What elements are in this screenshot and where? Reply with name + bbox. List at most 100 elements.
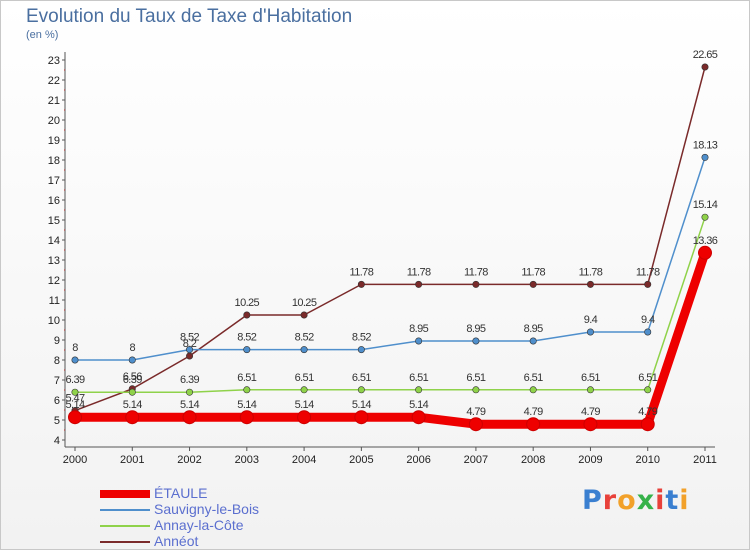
data-label: 5.14: [295, 399, 314, 411]
x-tick-label: 2006: [406, 454, 430, 466]
series-line: [74, 156, 706, 361]
legend-swatch: [100, 509, 150, 511]
data-label: 6.39: [180, 374, 199, 386]
data-label: 6.51: [638, 372, 657, 384]
data-point: [586, 386, 594, 394]
x-tick-label: 2011: [693, 454, 717, 466]
y-tick-label: 10: [48, 315, 60, 327]
y-tick-label: 14: [48, 235, 60, 247]
logo-letter: i: [655, 485, 666, 516]
legend-swatch: [100, 541, 150, 543]
data-point: [472, 337, 480, 345]
y-tick-label: 22: [48, 75, 60, 87]
y-tick-label: 17: [48, 175, 60, 187]
y-tick-label: 4: [54, 435, 60, 447]
data-point: [468, 417, 483, 432]
x-tick-label: 2008: [521, 454, 545, 466]
x-tick-label: 2001: [120, 454, 144, 466]
x-tick-label: 2009: [578, 454, 602, 466]
y-tick-label: 20: [48, 115, 60, 127]
data-label: 11.78: [350, 266, 374, 278]
y-tick-label: 15: [48, 215, 60, 227]
data-point: [300, 346, 308, 354]
data-point: [239, 410, 254, 425]
data-label: 8.95: [466, 323, 485, 335]
series-line: [74, 66, 706, 412]
y-tick-label: 12: [48, 275, 60, 287]
data-point: [415, 337, 423, 345]
data-label: 22.65: [693, 49, 718, 61]
data-label: 8.2: [183, 338, 197, 350]
proxiti-logo: Proxiti: [582, 485, 690, 516]
data-point: [586, 328, 594, 336]
data-label: 6.51: [352, 372, 371, 384]
chart-unit: (en %): [26, 29, 59, 41]
y-tick-label: 6: [54, 395, 60, 407]
data-label: 11.78: [464, 266, 488, 278]
data-label: 4.79: [466, 406, 485, 418]
data-label: 6.56: [123, 371, 142, 383]
x-tick-label: 2003: [235, 454, 259, 466]
y-tick-label: 5: [54, 415, 60, 427]
y-tick-label: 16: [48, 195, 60, 207]
data-label: 5.14: [180, 399, 199, 411]
data-label: 11.78: [521, 266, 545, 278]
data-label: 5.14: [352, 399, 371, 411]
x-tick-label: 2004: [292, 454, 316, 466]
data-label: 8: [72, 342, 78, 354]
data-point: [186, 352, 194, 360]
series-line: [74, 216, 706, 393]
data-label: 4.79: [638, 406, 657, 418]
data-point: [68, 410, 82, 425]
logo-letter: r: [602, 485, 618, 516]
data-point: [644, 328, 652, 336]
data-label: 9.4: [584, 314, 598, 326]
logo-letter: i: [679, 485, 690, 516]
chart-title: Evolution du Taux de Taxe d'Habitation: [26, 6, 353, 27]
data-label: 6.51: [237, 372, 256, 384]
x-tick-label: 2007: [464, 454, 488, 466]
data-label: 8.52: [180, 332, 199, 344]
data-point: [529, 386, 537, 394]
y-tick-label: 18: [48, 155, 60, 167]
data-point: [701, 63, 709, 71]
x-tick-label: 2010: [635, 454, 659, 466]
data-label: 18.13: [693, 139, 718, 151]
data-label: 8.52: [295, 332, 314, 344]
data-point: [701, 213, 709, 221]
y-tick-label: 21: [48, 95, 60, 107]
data-point: [644, 280, 652, 288]
data-point: [415, 280, 423, 288]
data-point: [243, 311, 251, 319]
series-ann-ot: 5.47 6.56 8.2 10.25 10.25 11.78 11.78 11.78 11.7…: [65, 49, 718, 415]
data-point: [640, 417, 655, 432]
logo-letter: t: [665, 485, 680, 516]
data-label: 6.51: [295, 372, 314, 384]
y-tick-label: 13: [48, 255, 60, 267]
data-label: 5.14: [237, 399, 256, 411]
legend-label: Sauvigny-le-Bois: [154, 501, 260, 517]
data-point: [357, 346, 365, 354]
data-label: 11.78: [407, 266, 431, 278]
data-point: [529, 280, 537, 288]
data-label: 6.39: [65, 374, 84, 386]
data-point: [357, 386, 365, 394]
data-label: 8.95: [524, 323, 543, 335]
data-label: 8.52: [352, 332, 371, 344]
data-label: 6.51: [581, 372, 600, 384]
data-point: [71, 388, 79, 396]
data-label: 5.14: [123, 399, 142, 411]
legend-swatch: [100, 525, 150, 527]
y-tick-label: 9: [54, 335, 60, 347]
data-point: [415, 386, 423, 394]
data-point: [354, 410, 369, 425]
data-label: 10.25: [235, 297, 260, 309]
logo-letter: P: [582, 485, 603, 516]
x-tick-label: 2000: [63, 454, 87, 466]
data-label: 4.79: [524, 406, 543, 418]
data-label: 11.78: [579, 266, 603, 278]
data-point: [586, 280, 594, 288]
data-point: [125, 410, 140, 425]
data-label: 8: [130, 342, 136, 354]
